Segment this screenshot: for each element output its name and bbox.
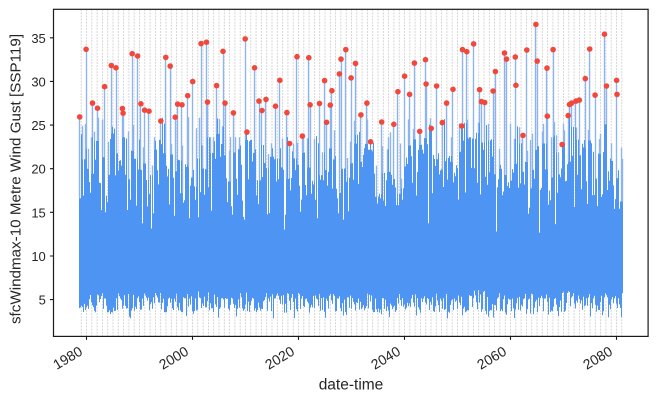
svg-text:25: 25 bbox=[31, 118, 45, 133]
svg-text:35: 35 bbox=[31, 31, 45, 46]
svg-text:sfcWindmax-10 Metre Wind Gust: sfcWindmax-10 Metre Wind Gust [SSP119] bbox=[8, 34, 25, 324]
svg-text:date-time: date-time bbox=[319, 377, 384, 394]
svg-text:30: 30 bbox=[31, 74, 45, 89]
svg-text:20: 20 bbox=[31, 162, 45, 177]
svg-text:5: 5 bbox=[39, 293, 46, 308]
svg-text:10: 10 bbox=[31, 249, 45, 264]
svg-text:15: 15 bbox=[31, 205, 45, 220]
